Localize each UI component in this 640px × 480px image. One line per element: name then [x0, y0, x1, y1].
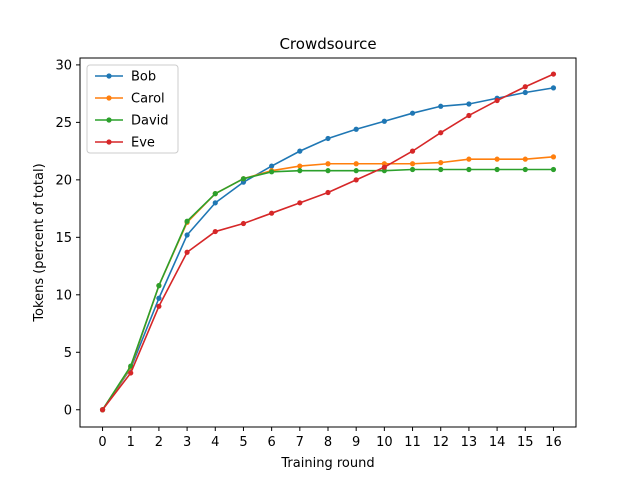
data-point-eve	[466, 112, 472, 119]
data-point-carol	[522, 156, 528, 162]
data-point-bob	[297, 148, 303, 154]
data-point-bob	[381, 118, 387, 124]
y-tick-label: 25	[55, 116, 72, 131]
legend-label-carol: Carol	[131, 92, 165, 107]
data-point-david	[466, 166, 472, 173]
data-point-david	[522, 166, 528, 173]
legend-label-bob: Bob	[131, 70, 156, 85]
x-axis-label: Training round	[280, 456, 374, 471]
legend-marker-bob	[106, 73, 112, 79]
plot-frame	[79, 57, 577, 428]
data-point-carol	[494, 156, 500, 162]
data-point-eve	[128, 370, 134, 376]
x-tick-label: 2	[155, 435, 163, 450]
legend-marker-eve	[106, 139, 112, 145]
data-point-bob	[522, 89, 528, 96]
y-tick-label: 20	[55, 173, 72, 188]
data-point-david	[353, 168, 359, 174]
series-lines	[99, 71, 557, 413]
data-point-carol	[409, 161, 416, 167]
data-point-eve	[409, 148, 416, 154]
x-tick-label: 1	[127, 435, 135, 450]
chart-title: Crowdsource	[279, 35, 376, 53]
data-point-eve	[494, 97, 500, 104]
x-tick-label: 9	[352, 435, 360, 450]
x-tick-label: 13	[461, 435, 478, 450]
y-tick-label: 0	[64, 403, 72, 418]
data-point-carol	[466, 156, 472, 162]
x-tick-label: 10	[376, 435, 393, 450]
data-point-david	[550, 166, 557, 173]
data-point-david	[438, 166, 444, 173]
data-point-carol	[325, 161, 331, 167]
data-point-eve	[353, 177, 359, 183]
data-point-david	[184, 218, 190, 224]
x-tick-label: 0	[98, 435, 106, 450]
data-point-bob	[156, 295, 162, 301]
data-point-david	[409, 166, 416, 173]
data-point-carol	[297, 163, 303, 169]
x-tick-label: 5	[239, 435, 247, 450]
data-point-eve	[297, 200, 303, 206]
data-point-bob	[184, 232, 190, 238]
data-point-bob	[466, 101, 472, 107]
data-point-eve	[99, 407, 106, 413]
x-tick-label: 16	[545, 435, 562, 450]
x-tick-label: 7	[296, 435, 304, 450]
data-point-bob	[550, 85, 557, 91]
x-tick-label: 11	[404, 435, 421, 450]
data-point-bob	[438, 103, 444, 109]
data-point-david	[240, 176, 247, 182]
data-point-eve	[269, 210, 275, 216]
data-point-david	[269, 169, 275, 175]
data-point-bob	[269, 163, 275, 169]
y-tick-label: 5	[64, 346, 72, 361]
data-point-carol	[353, 161, 359, 167]
data-point-david	[128, 363, 134, 369]
legend-marker-carol	[106, 95, 112, 101]
data-point-eve	[522, 84, 528, 90]
data-point-eve	[184, 249, 190, 255]
data-point-eve	[212, 228, 218, 235]
data-point-david	[494, 166, 500, 173]
data-point-bob	[353, 126, 359, 132]
x-tick-label: 8	[324, 435, 332, 450]
y-tick-label: 10	[55, 288, 72, 303]
data-point-david	[325, 168, 331, 174]
data-point-carol	[438, 160, 444, 166]
x-tick-label: 12	[432, 435, 449, 450]
data-point-eve	[438, 130, 444, 136]
x-tick-label: 14	[489, 435, 506, 450]
x-tick-label: 6	[267, 435, 275, 450]
x-tick-label: 15	[517, 435, 534, 450]
y-axis-label: Tokens (percent of total)	[32, 163, 47, 322]
data-point-david	[212, 191, 218, 197]
x-tick-label: 3	[183, 435, 191, 450]
legend: Bob Carol David Eve	[86, 64, 179, 154]
data-point-bob	[212, 200, 218, 206]
y-tick-label: 15	[55, 231, 72, 246]
data-point-eve	[550, 71, 557, 77]
y-tick-label: 30	[55, 58, 72, 73]
data-point-david	[297, 168, 303, 174]
data-point-eve	[381, 164, 387, 170]
legend-marker-david	[106, 117, 112, 123]
data-point-eve	[325, 189, 331, 196]
legend-box	[86, 64, 179, 154]
legend-label-david: David	[131, 114, 169, 129]
data-point-david	[156, 283, 162, 289]
x-tick-label: 4	[211, 435, 219, 450]
data-point-eve	[240, 220, 247, 227]
data-point-eve	[156, 303, 162, 309]
data-point-carol	[550, 154, 557, 160]
legend-label-eve: Eve	[131, 136, 155, 151]
data-point-bob	[409, 110, 416, 116]
data-point-bob	[325, 135, 331, 142]
